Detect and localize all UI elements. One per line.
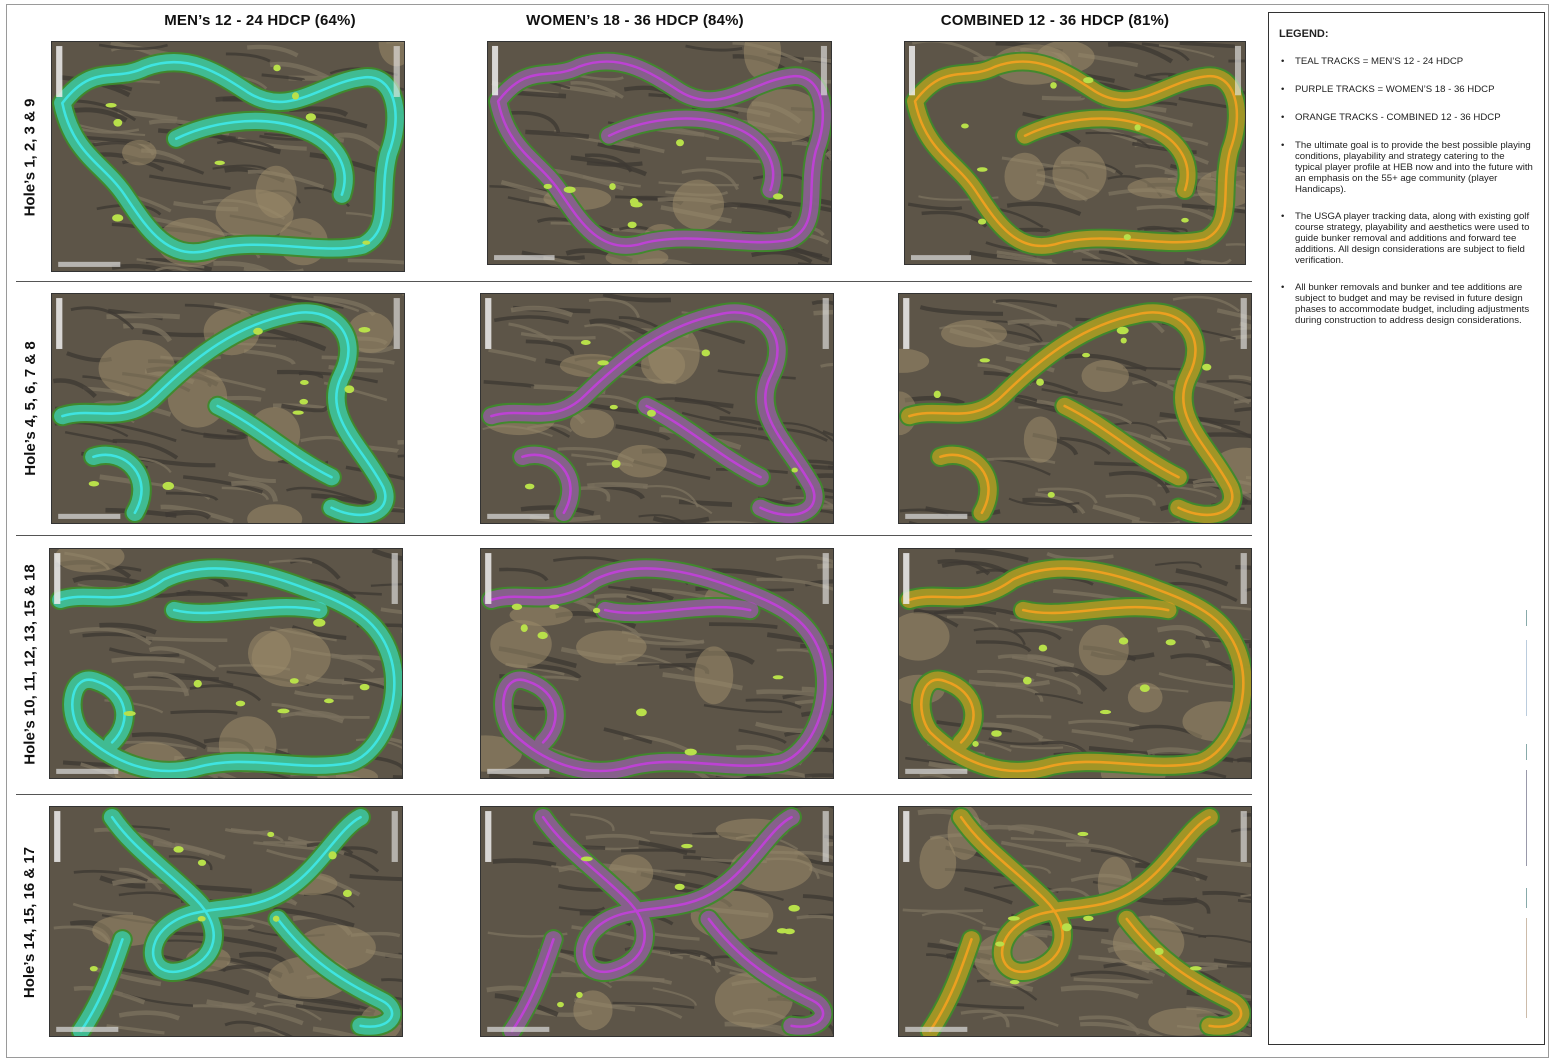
aerial-map bbox=[905, 42, 1245, 264]
sheet-border bbox=[6, 4, 1549, 1058]
legend-title: LEGEND: bbox=[1279, 28, 1329, 40]
aerial-map bbox=[481, 294, 833, 523]
legend-item-usga-data: The USGA player tracking data, along wit… bbox=[1281, 211, 1534, 266]
aerial-map bbox=[481, 549, 833, 778]
legend-item-orange: ORANGE TRACKS - COMBINED 12 - 36 HDCP bbox=[1281, 112, 1534, 123]
map-combined-holes-1-2-3-9 bbox=[904, 41, 1246, 265]
row-divider bbox=[16, 281, 1252, 282]
map-combined-holes-14-17 bbox=[898, 806, 1252, 1037]
edge-mark bbox=[1526, 918, 1527, 1018]
edge-mark bbox=[1526, 770, 1527, 866]
map-mens-holes-1-2-3-9 bbox=[51, 41, 405, 272]
legend-item-goal: The ultimate goal is to provide the best… bbox=[1281, 140, 1534, 195]
edge-mark bbox=[1526, 610, 1527, 626]
map-mens-holes-14-17 bbox=[49, 806, 403, 1037]
legend-panel: LEGEND: TEAL TRACKS = MEN’S 12 - 24 HDCP… bbox=[1268, 12, 1545, 1045]
map-womens-holes-1-2-3-9 bbox=[487, 41, 832, 265]
edge-mark bbox=[1526, 888, 1527, 908]
row-label-holes-1-2-3-9: Hole’s 1, 2, 3 & 9 bbox=[21, 98, 39, 216]
aerial-map bbox=[52, 42, 404, 271]
legend-item-budget: All bunker removals and bunker and tee a… bbox=[1281, 282, 1534, 326]
legend-list: TEAL TRACKS = MEN’S 12 - 24 HDCP PURPLE … bbox=[1279, 56, 1534, 326]
map-combined-holes-10-18 bbox=[898, 548, 1252, 779]
aerial-map bbox=[50, 807, 402, 1036]
map-womens-holes-4-8 bbox=[480, 293, 834, 524]
map-mens-holes-10-18 bbox=[49, 548, 403, 779]
legend-item-purple: PURPLE TRACKS = WOMEN’S 18 - 36 HDCP bbox=[1281, 84, 1534, 95]
aerial-map bbox=[52, 294, 404, 523]
aerial-map bbox=[899, 549, 1251, 778]
column-title-mens: MEN’s 12 - 24 HDCP (64%) bbox=[164, 12, 356, 29]
column-title-womens: WOMEN’s 18 - 36 HDCP (84%) bbox=[526, 12, 744, 29]
legend-item-teal: TEAL TRACKS = MEN’S 12 - 24 HDCP bbox=[1281, 56, 1534, 67]
edge-mark bbox=[1526, 640, 1527, 716]
column-title-combined: COMBINED 12 - 36 HDCP (81%) bbox=[940, 12, 1170, 29]
aerial-map bbox=[50, 549, 402, 778]
map-womens-holes-14-17 bbox=[480, 806, 834, 1037]
row-divider bbox=[16, 794, 1252, 795]
aerial-map bbox=[899, 807, 1251, 1036]
aerial-map bbox=[899, 294, 1251, 523]
map-mens-holes-4-8 bbox=[51, 293, 405, 524]
aerial-map bbox=[488, 42, 831, 264]
row-divider bbox=[16, 535, 1252, 536]
map-combined-holes-4-8 bbox=[898, 293, 1252, 524]
edge-mark bbox=[1526, 744, 1527, 760]
row-label-holes-4-8: Hole’s 4, 5, 6, 7 & 8 bbox=[21, 340, 39, 476]
aerial-map bbox=[481, 807, 833, 1036]
map-womens-holes-10-18 bbox=[480, 548, 834, 779]
